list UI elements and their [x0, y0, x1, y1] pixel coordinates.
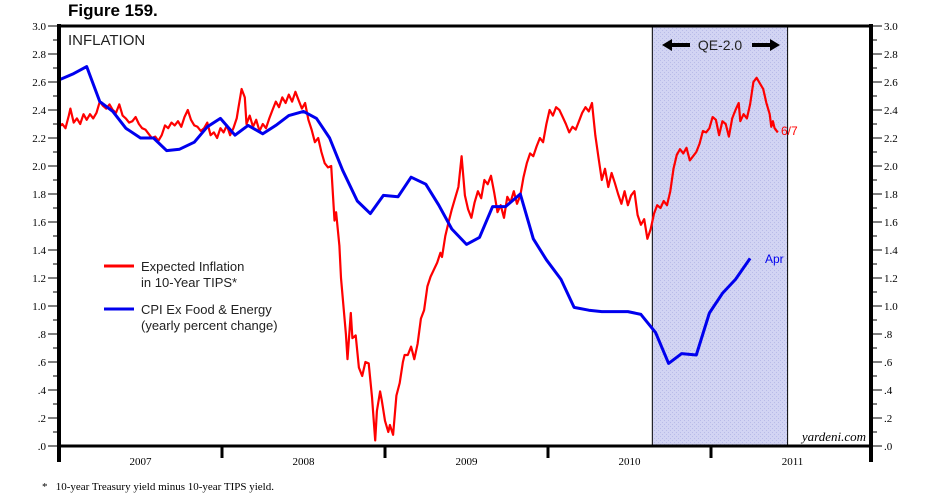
x-axis: 2007 2008 2009 2010 2011 — [57, 446, 873, 468]
arrow-left-icon — [662, 39, 690, 51]
x-tick-label: 2008 — [293, 456, 316, 468]
y-tick-label-right: 2.0 — [884, 161, 898, 173]
legend-red-line2: in 10-Year TIPS* — [141, 275, 237, 290]
y-tick-label-left: 3.0 — [32, 21, 46, 33]
qe-label-group: QE-2.0 — [662, 37, 780, 53]
chart-title: INFLATION — [68, 32, 145, 49]
y-axis-left: 3.0 2.8 2.6 2.4 2.2 2.0 1.8 1.6 1.4 1.2 1.0 .8 .6 .4.… — [32, 21, 59, 453]
blue-series-end-label: Apr — [765, 252, 784, 266]
red-series-end-label: 6/7 — [781, 124, 798, 138]
y-tick-label-right: .8 — [884, 329, 893, 341]
y-tick-label-right: 1.2 — [884, 273, 898, 285]
y-tick-label-left: .4 — [38, 385, 47, 397]
y-tick-label-left: .6 — [38, 357, 47, 369]
arrow-right-icon — [752, 39, 780, 51]
y-tick-label-right: 2.6 — [884, 77, 898, 89]
y-tick-label-right: .4 — [884, 385, 893, 397]
y-tick-label-left: .8 — [38, 329, 47, 341]
y-tick-label-right: .6 — [884, 357, 893, 369]
figure-title: Figure 159. — [68, 1, 158, 20]
y-tick-label-right: 2.2 — [884, 133, 898, 145]
y-tick-label-right: 2.8 — [884, 49, 898, 61]
series-cpi-core — [60, 65, 752, 365]
y-tick-label-right: 1.4 — [884, 245, 898, 257]
x-tick-label: 2011 — [782, 456, 804, 468]
y-tick-label-right: .2 — [884, 413, 892, 425]
x-tick-label: 2009 — [456, 456, 479, 468]
qe-shaded-region — [651, 26, 789, 446]
y-tick-label-right: .0 — [884, 441, 893, 453]
qe-label: QE-2.0 — [698, 37, 743, 53]
y-tick-label-left: 1.2 — [32, 273, 46, 285]
y-axis-right: 3.0 2.8 2.6 2.4 2.2 2.0 1.8 1.6 1.4 1.2 1.0 .8 .6 .4.… — [871, 21, 898, 453]
qe-shading — [651, 26, 789, 446]
y-tick-label-left: 2.6 — [32, 77, 46, 89]
y-tick-label-right: 2.4 — [884, 105, 898, 117]
y-tick-label-left: 2.4 — [32, 105, 46, 117]
series-layer — [58, 65, 779, 442]
legend: Expected Inflation in 10-Year TIPS* CPI … — [104, 259, 278, 333]
y-tick-label-left: 2.0 — [32, 161, 46, 173]
y-tick-label-left: 1.0 — [32, 301, 46, 313]
watermark: yardeni.com — [800, 429, 866, 444]
y-tick-label-right: 1.6 — [884, 217, 898, 229]
x-tick-label: 2007 — [130, 456, 153, 468]
x-tick-label: 2010 — [619, 456, 642, 468]
legend-red-line1: Expected Inflation — [141, 259, 244, 274]
legend-blue-line1: CPI Ex Food & Energy — [141, 302, 272, 317]
y-tick-label-left: 1.4 — [32, 245, 46, 257]
y-tick-label-left: 2.2 — [32, 133, 46, 145]
legend-blue-line2: (yearly percent change) — [141, 318, 278, 333]
y-tick-label-left: 1.6 — [32, 217, 46, 229]
y-tick-label-left: .0 — [38, 441, 47, 453]
footnote: * 10-year Treasury yield minus 10-year T… — [42, 481, 274, 493]
y-tick-label-right: 1.0 — [884, 301, 898, 313]
y-tick-label-left: 2.8 — [32, 49, 46, 61]
series-expected-inflation — [58, 76, 779, 442]
y-tick-label-right: 1.8 — [884, 189, 898, 201]
y-tick-label-right: 3.0 — [884, 21, 898, 33]
y-tick-label-left: 1.8 — [32, 189, 46, 201]
y-tick-label-left: .2 — [38, 413, 46, 425]
